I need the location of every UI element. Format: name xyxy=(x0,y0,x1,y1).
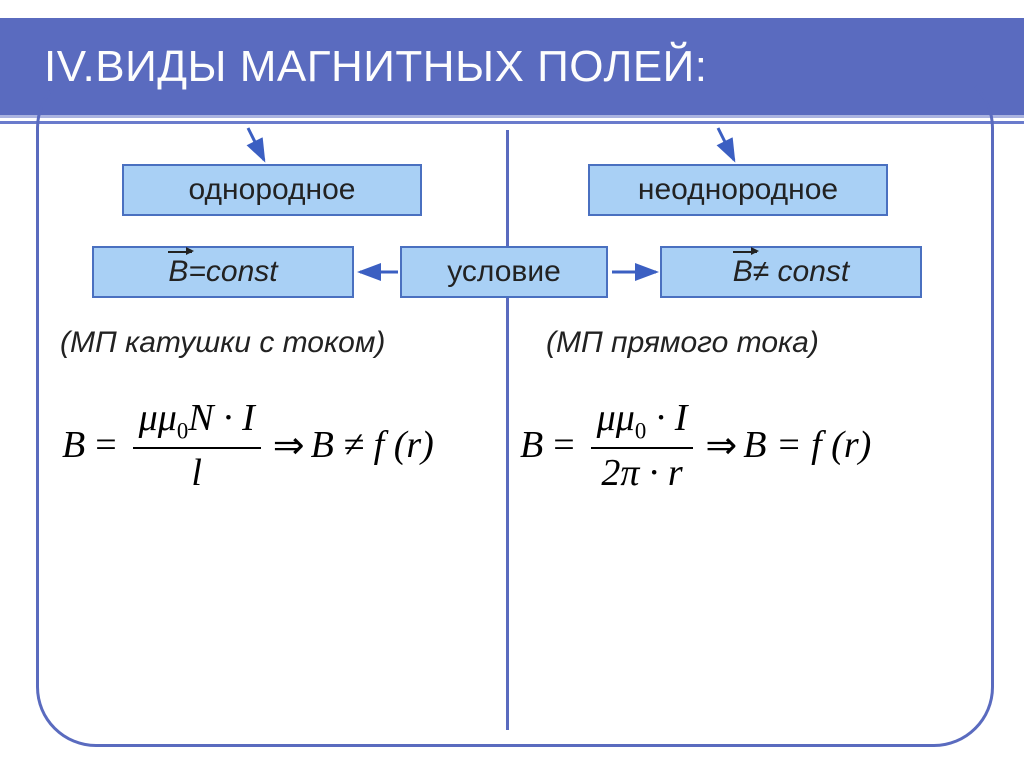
formula-right: B = μμ0 · I 2π · r ⇒ B = f (r) μμ₀ · I 2… xyxy=(520,396,871,495)
box-condition-label: условие xyxy=(447,255,561,289)
formula-right-lhs: B xyxy=(520,423,543,467)
formula-right-fraction: μμ0 · I 2π · r xyxy=(591,396,694,495)
vector-b-right: B xyxy=(733,255,753,289)
box-b-const: BB=const=const xyxy=(92,246,354,298)
vector-b-left: B xyxy=(168,255,188,289)
box-homogeneous-label: однородное xyxy=(189,173,356,207)
arrow-cond-left xyxy=(352,260,404,284)
formula-left-lhs: B xyxy=(62,423,85,467)
label-straight: (МП прямого тока) xyxy=(546,326,819,360)
box-b-not-const: BB≠ const≠ const xyxy=(660,246,922,298)
box-inhomogeneous: неоднородное xyxy=(588,164,888,216)
vertical-divider xyxy=(506,130,509,730)
box-homogeneous: однородное xyxy=(122,164,422,216)
arrow-cond-right xyxy=(608,260,664,284)
box-inhomogeneous-label: неоднородное xyxy=(638,173,838,207)
box-condition: условие xyxy=(400,246,608,298)
label-coil: (МП катушки с током) xyxy=(60,326,385,360)
formula-left: B = μμ0N · I l ⇒ B ≠ f (r) μμ₀N · I l ⇒ … xyxy=(62,396,434,495)
formula-left-fraction: μμ0N · I l xyxy=(133,396,261,495)
